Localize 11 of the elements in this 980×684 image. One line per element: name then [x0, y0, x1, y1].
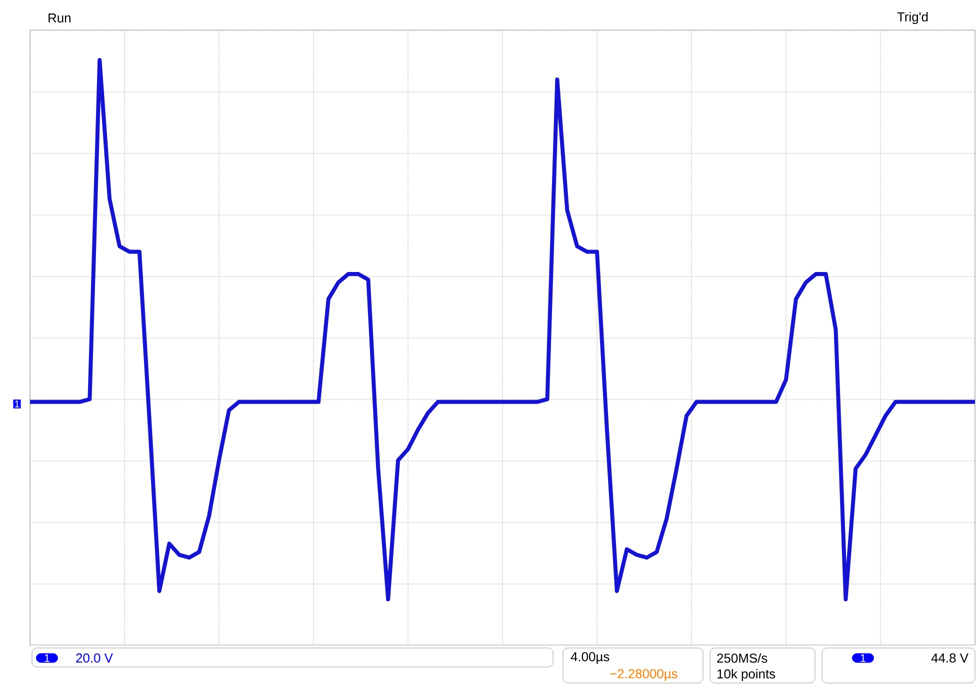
text: 250MS/s [717, 653, 768, 663]
text: 1 [860, 654, 866, 662]
text: −2.28000µs [610, 668, 678, 681]
text: Trig'd [897, 12, 928, 24]
text: Run [48, 13, 70, 22]
text: 1 [44, 654, 50, 662]
text: 10k points [718, 668, 776, 681]
text: 44.8 V [931, 653, 968, 662]
text: 1 [15, 400, 20, 408]
text: 4.00µs [570, 652, 610, 664]
text: 20.0 V [76, 653, 113, 662]
